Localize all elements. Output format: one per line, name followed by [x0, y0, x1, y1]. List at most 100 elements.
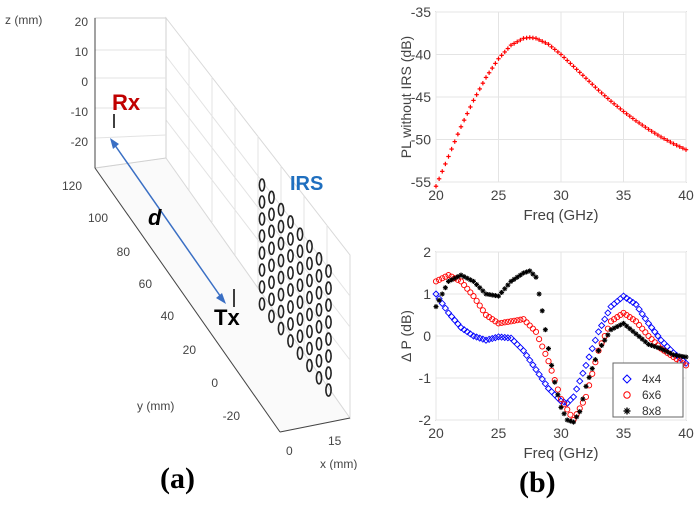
- data-point-6x6: [461, 282, 468, 289]
- data-point-6x6: [542, 350, 549, 357]
- irs-element: [306, 273, 313, 288]
- data-point-8x8: [555, 392, 561, 398]
- data-point-6x6: [529, 325, 536, 332]
- data-point-6x6: [511, 317, 518, 324]
- z-tick: 10: [75, 45, 89, 59]
- irs-element: [325, 383, 332, 397]
- irs-element: [258, 178, 266, 192]
- data-point-8x8: [530, 271, 536, 277]
- data-point-6x6: [532, 328, 540, 335]
- data-point-4x4: [632, 300, 640, 309]
- legend-item: 6x6: [623, 388, 662, 402]
- rx-label: Rx: [112, 90, 141, 115]
- irs-element: [315, 353, 323, 368]
- irs-element: [277, 287, 285, 302]
- data-point: [552, 47, 557, 52]
- data-point-4x4: [447, 312, 456, 321]
- data-point-6x6: [489, 316, 496, 323]
- data-point-6x6: [523, 319, 530, 326]
- x-tick-label: 25: [491, 187, 507, 203]
- data-point: [546, 42, 551, 47]
- data-point: [486, 70, 492, 75]
- data-point-8x8: [592, 357, 598, 363]
- data-point-8x8: [477, 285, 483, 291]
- data-point-4x4: [460, 326, 468, 334]
- pl-without-irs-chart: 20 25 30 35 40 -35 -40 -45 -50 -55 Freq (GHz) PL …: [399, 4, 694, 224]
- irs-element: [315, 285, 323, 300]
- data-point: [461, 117, 467, 123]
- data-point-6x6: [639, 325, 646, 332]
- irs-element: [287, 232, 294, 246]
- panel-b-caption: (b): [519, 466, 556, 499]
- data-point-4x4: [651, 328, 659, 336]
- data-point: [471, 98, 476, 103]
- data-point: [580, 73, 586, 78]
- data-point: [583, 76, 589, 81]
- data-point: [596, 88, 601, 93]
- irs-element: [306, 341, 313, 356]
- data-point: [683, 147, 689, 152]
- irs-element: [296, 312, 304, 327]
- data-point: [449, 146, 454, 152]
- data-point-8x8: [561, 411, 567, 417]
- data-point: [630, 116, 636, 121]
- irs-element: [306, 358, 313, 373]
- irs-element: [306, 307, 313, 322]
- data-point: [640, 122, 645, 128]
- data-point: [655, 132, 661, 138]
- y-tick-label: -35: [411, 4, 431, 20]
- irs-element: [325, 264, 332, 278]
- data-point-4x4: [682, 359, 690, 367]
- data-point-6x6: [464, 285, 471, 292]
- data-point-6x6: [492, 318, 499, 325]
- z-tick: 0: [81, 75, 88, 89]
- irs-element: [287, 300, 294, 314]
- data-point: [474, 92, 479, 97]
- data-point: [468, 104, 473, 110]
- y-tick-label: 2: [423, 244, 431, 260]
- data-point-6x6: [457, 278, 465, 285]
- data-point: [671, 141, 676, 146]
- data-point-4x4: [585, 353, 593, 361]
- data-point: [646, 127, 651, 132]
- data-point: [652, 130, 657, 136]
- data-point-6x6: [626, 314, 633, 321]
- irs-element: [287, 283, 294, 297]
- data-point-4x4: [485, 335, 493, 343]
- data-point-6x6: [486, 314, 493, 321]
- irs-element: [287, 249, 294, 263]
- y-tick-label: -45: [411, 89, 431, 105]
- data-point-6x6: [611, 316, 618, 323]
- x-tick-label: 30: [553, 425, 569, 441]
- data-point-4x4: [647, 323, 656, 332]
- data-point: [433, 184, 439, 189]
- data-point-6x6: [536, 336, 543, 343]
- panel-a-3d-plot: z (mm) 20 10 0 -10 -20 120 100 80 60 40 …: [5, 13, 357, 470]
- data-point-8x8: [517, 272, 523, 278]
- irs-element: [296, 261, 304, 276]
- data-point-8x8: [605, 332, 611, 338]
- y-tick: 0: [211, 376, 218, 390]
- data-point-8x8: [452, 275, 458, 281]
- data-point-6x6: [645, 332, 652, 340]
- data-point: [458, 124, 464, 129]
- irs-element: [277, 202, 285, 217]
- data-point-8x8: [552, 379, 558, 385]
- data-point-4x4: [601, 315, 609, 323]
- data-point-8x8: [571, 419, 576, 425]
- irs-element: [277, 219, 285, 234]
- data-point-8x8: [574, 414, 580, 420]
- data-point-4x4: [629, 298, 637, 307]
- data-point-6x6: [432, 278, 440, 285]
- data-point-6x6: [632, 318, 640, 325]
- panel-a-caption: (a): [160, 462, 195, 495]
- data-point-4x4: [432, 290, 440, 298]
- irs-element: [287, 317, 294, 331]
- data-point: [677, 144, 682, 149]
- legend-label: 4x4: [642, 372, 662, 386]
- data-point: [586, 79, 592, 84]
- data-point: [499, 53, 504, 58]
- data-point-4x4: [535, 370, 543, 378]
- data-point: [643, 124, 648, 130]
- data-point: [536, 37, 542, 43]
